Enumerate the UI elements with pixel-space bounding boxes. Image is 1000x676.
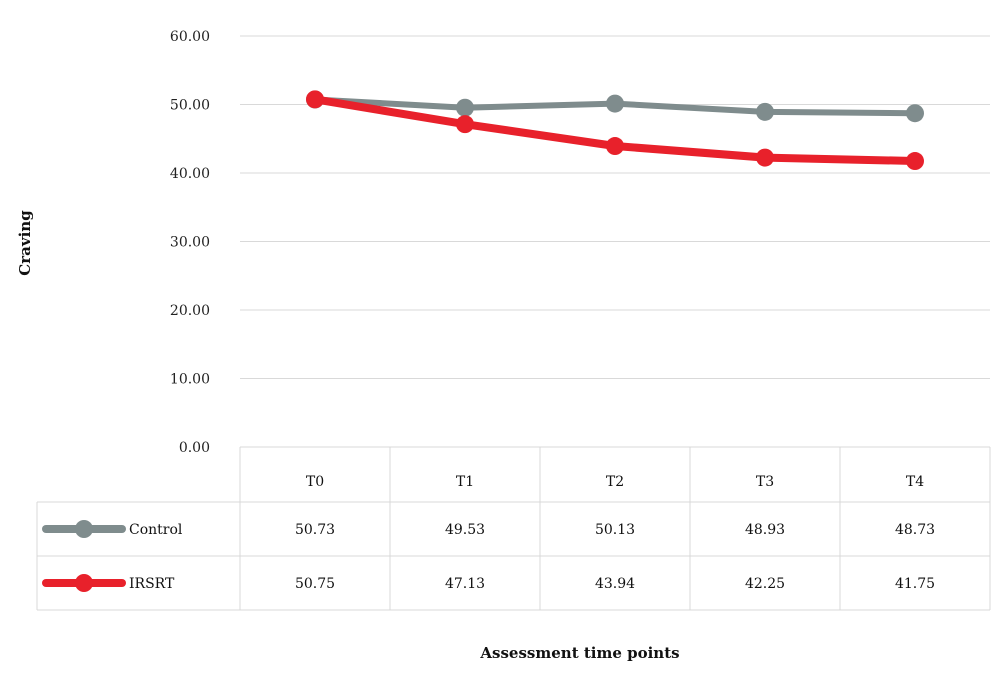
x-tick-label: T2 — [606, 474, 624, 490]
y-tick-label: 0.00 — [179, 440, 210, 456]
data-point-irsrt — [306, 90, 324, 109]
x-tick-label: T3 — [756, 474, 774, 490]
y-tick-label: 40.00 — [170, 166, 210, 182]
legend-marker-control — [75, 520, 93, 538]
x-tick-label: T4 — [906, 474, 924, 490]
table-cell-value: 41.75 — [895, 576, 935, 592]
table-cell-value: 50.73 — [295, 522, 335, 538]
data-point-control — [756, 102, 774, 121]
data-point-control — [456, 98, 474, 117]
legend-label-irsrt: IRSRT — [129, 576, 175, 592]
table-cell-value: 43.94 — [595, 576, 635, 592]
y-axis-title: Craving — [16, 210, 34, 276]
data-table: T0 T1 T2 T3 T4 Control 50.73 49.53 50.13 48.93 48.… — [36, 447, 991, 611]
table-cell-value: 48.93 — [745, 522, 785, 538]
table-cell-value: 50.75 — [295, 576, 335, 592]
y-axis-ticks: 0.00 10.00 20.00 30.00 40.00 50.00 60.00 — [170, 29, 210, 456]
legend-marker-irsrt — [75, 574, 93, 592]
data-point-irsrt — [756, 148, 774, 167]
legend-label-control: Control — [129, 522, 183, 538]
table-cell-value: 47.13 — [445, 576, 485, 592]
data-point-control — [606, 94, 624, 113]
y-tick-label: 50.00 — [170, 98, 210, 114]
data-point-irsrt — [456, 115, 474, 134]
y-tick-label: 30.00 — [170, 235, 210, 251]
y-tick-label: 10.00 — [170, 372, 210, 388]
table-cell-value: 49.53 — [445, 522, 485, 538]
series-lines — [306, 90, 924, 171]
x-axis-title: Assessment time points — [479, 644, 679, 662]
x-tick-label: T1 — [456, 474, 474, 490]
table-cell-value: 42.25 — [745, 576, 785, 592]
x-tick-label: T0 — [306, 474, 324, 490]
y-tick-label: 60.00 — [170, 29, 210, 45]
table-cell-value: 48.73 — [895, 522, 935, 538]
data-point-irsrt — [606, 137, 624, 156]
data-point-control — [906, 104, 924, 123]
data-point-irsrt — [906, 152, 924, 171]
y-tick-label: 20.00 — [170, 303, 210, 319]
table-cell-value: 50.13 — [595, 522, 635, 538]
